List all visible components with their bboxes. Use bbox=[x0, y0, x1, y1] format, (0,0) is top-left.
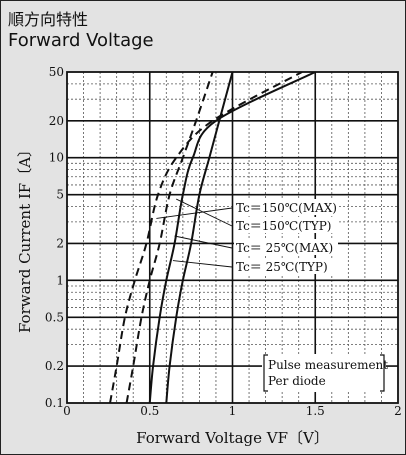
y-tick-label: 0.2 bbox=[45, 359, 64, 373]
x-axis-label: Forward Voltage VF〔V〕 bbox=[136, 429, 329, 447]
series-line-1 bbox=[125, 72, 214, 403]
chart-title-jp: 順方向特性 bbox=[8, 10, 89, 29]
legend-leader-3 bbox=[174, 235, 233, 249]
y-tick-label: 2 bbox=[56, 236, 64, 250]
y-tick-label: 50 bbox=[49, 65, 64, 79]
legend-leader-2 bbox=[176, 198, 233, 227]
legend-label-bg-4 bbox=[234, 258, 338, 274]
legend-leader-4 bbox=[172, 260, 233, 268]
legend-leader-1 bbox=[156, 207, 233, 219]
series-line-4 bbox=[148, 72, 316, 403]
annotation-bracket-left bbox=[263, 354, 268, 392]
legend-label-2: Tc＝150℃(TYP) bbox=[236, 219, 332, 233]
y-tick-label: 0.5 bbox=[45, 310, 64, 324]
series-group bbox=[109, 72, 316, 403]
y-axis-label: Forward Current IF〔A〕 bbox=[16, 142, 34, 333]
series-line-2 bbox=[109, 72, 303, 403]
y-tick-label: 0.1 bbox=[45, 396, 64, 410]
legend-label-4: Tc＝ 25℃(TYP) bbox=[236, 260, 328, 274]
legend-label-bg-1 bbox=[234, 199, 338, 215]
y-tick-label: 5 bbox=[56, 188, 64, 202]
chart-title-en: Forward Voltage bbox=[8, 30, 154, 51]
legend-label-1: Tc＝150℃(MAX) bbox=[236, 201, 337, 215]
series-line-3 bbox=[165, 72, 234, 403]
annotation-text-2: Per diode bbox=[268, 374, 326, 388]
legend-label-bg-3 bbox=[234, 239, 338, 255]
x-tick-label: 0 bbox=[63, 404, 71, 418]
y-tick-label: 1 bbox=[56, 273, 64, 287]
annotation-text-1: Pulse measurement bbox=[268, 358, 388, 372]
y-tick-label: 20 bbox=[49, 114, 64, 128]
y-tick-label: 10 bbox=[49, 151, 64, 165]
legend-label-3: Tc＝ 25℃(MAX) bbox=[236, 241, 333, 255]
x-tick-label: 1 bbox=[229, 404, 237, 418]
x-tick-label: 1.5 bbox=[306, 404, 325, 418]
annotation-bracket-right bbox=[380, 354, 385, 392]
x-tick-label: 0.5 bbox=[140, 404, 159, 418]
legend-label-bg-2 bbox=[234, 217, 338, 233]
x-tick-label: 2 bbox=[394, 404, 402, 418]
annotation-box-bg bbox=[262, 354, 386, 392]
